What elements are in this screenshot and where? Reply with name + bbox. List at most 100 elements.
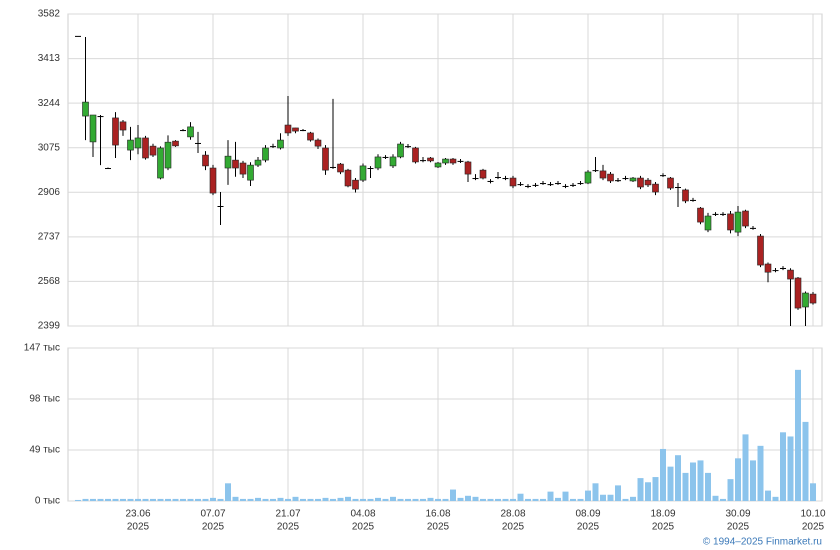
volume-bar (135, 498, 141, 501)
volume-bar (540, 498, 546, 501)
candle-body (89, 114, 97, 143)
candle-body (712, 213, 719, 215)
volume-bar (75, 499, 81, 501)
volume-bar (577, 498, 584, 501)
volume-bar (795, 369, 801, 501)
y-tick-label: 2906 (38, 187, 61, 198)
y-tick-label: 3244 (38, 98, 61, 109)
volume-bar (270, 498, 276, 501)
candle-body (112, 117, 119, 146)
volume-bar (772, 496, 779, 501)
candle-body (224, 155, 232, 169)
volume-bar (712, 495, 719, 501)
candle-body (157, 147, 164, 179)
volume-bar (82, 498, 89, 501)
volume-bar (517, 493, 524, 501)
volume-bar (142, 498, 149, 501)
volume-bar (427, 497, 434, 501)
volume-bar (157, 498, 164, 501)
volume-bar (435, 498, 441, 501)
candle-body (615, 180, 621, 182)
volume-bar (705, 472, 711, 501)
volume-bar (525, 498, 531, 501)
candle-body (420, 160, 426, 162)
candle-body (772, 270, 779, 272)
candle-body (307, 132, 314, 141)
volume-bar (292, 496, 299, 501)
volume-bar (637, 478, 644, 501)
candle-body (164, 141, 172, 169)
candle-body (517, 184, 524, 186)
volume-bar (322, 497, 329, 501)
volume-bar (285, 498, 291, 501)
volume-bar (510, 498, 516, 501)
volume-bar (457, 497, 464, 501)
volume-bar (202, 498, 209, 501)
candle-body (180, 130, 186, 132)
volume-bar (105, 498, 111, 501)
volume-bar (330, 498, 336, 501)
candle-body (262, 147, 269, 161)
volume-bar (630, 496, 636, 501)
x-tick-year: 2025 (727, 522, 750, 533)
candle-body (750, 227, 756, 229)
y-tick-label: 2737 (38, 231, 61, 242)
volume-bar (300, 498, 306, 501)
candle-body (127, 139, 134, 151)
candle-body (457, 160, 464, 162)
volume-bar (90, 498, 96, 501)
candle-body (794, 277, 802, 309)
plot-area (67, 13, 823, 327)
volume-bar (195, 498, 201, 501)
footer: © 1994–2025 Finmarket.ru (703, 537, 822, 548)
y-tick-label: 0 тыс (35, 496, 60, 507)
candle-body (449, 158, 457, 164)
candle-body (254, 159, 262, 166)
volume-bar (652, 477, 659, 501)
volume-bar (502, 498, 509, 501)
candle-body (239, 162, 247, 175)
volume-bar (682, 472, 689, 501)
x-tick-label: 23.06 (125, 509, 150, 520)
candle-body (292, 127, 299, 132)
candle-body (105, 168, 111, 170)
candle-body (195, 142, 201, 144)
volume-bar (225, 483, 231, 501)
candle-body (367, 168, 374, 170)
volume-bar (757, 445, 764, 501)
candle-body (352, 179, 359, 190)
x-tick-label: 04.08 (350, 509, 375, 520)
candle-body (495, 176, 501, 178)
candle-body (660, 175, 666, 177)
x-tick-label: 21.07 (275, 509, 300, 520)
volume-bar (397, 498, 404, 501)
candle-body (217, 206, 224, 207)
candle-body (412, 147, 419, 163)
x-tick-year: 2025 (502, 522, 525, 533)
volume-bar (307, 498, 314, 501)
volume-bar (262, 498, 269, 501)
volume-bar (210, 497, 216, 501)
volume-bar (165, 498, 171, 501)
volume-bar (315, 498, 321, 501)
candle-body (644, 179, 652, 186)
candle-body (629, 177, 637, 182)
candle-body (344, 169, 352, 187)
volume-bar (532, 498, 539, 501)
volume-bar (480, 498, 486, 501)
candle-body (720, 213, 726, 215)
volume-bar (555, 497, 561, 501)
candle-body (405, 146, 411, 148)
volume-bar (150, 498, 156, 501)
volume-bar (412, 498, 419, 501)
volume-bar (675, 455, 681, 501)
volume-bar (810, 483, 816, 501)
x-tick-year: 2025 (802, 522, 825, 533)
candle-body (202, 154, 209, 167)
volume-bar (360, 498, 366, 501)
volume-bar (187, 498, 194, 501)
candle-body (599, 170, 607, 179)
volume-bar (247, 498, 254, 501)
volume-bar (600, 494, 606, 501)
volume-bar (472, 496, 479, 501)
